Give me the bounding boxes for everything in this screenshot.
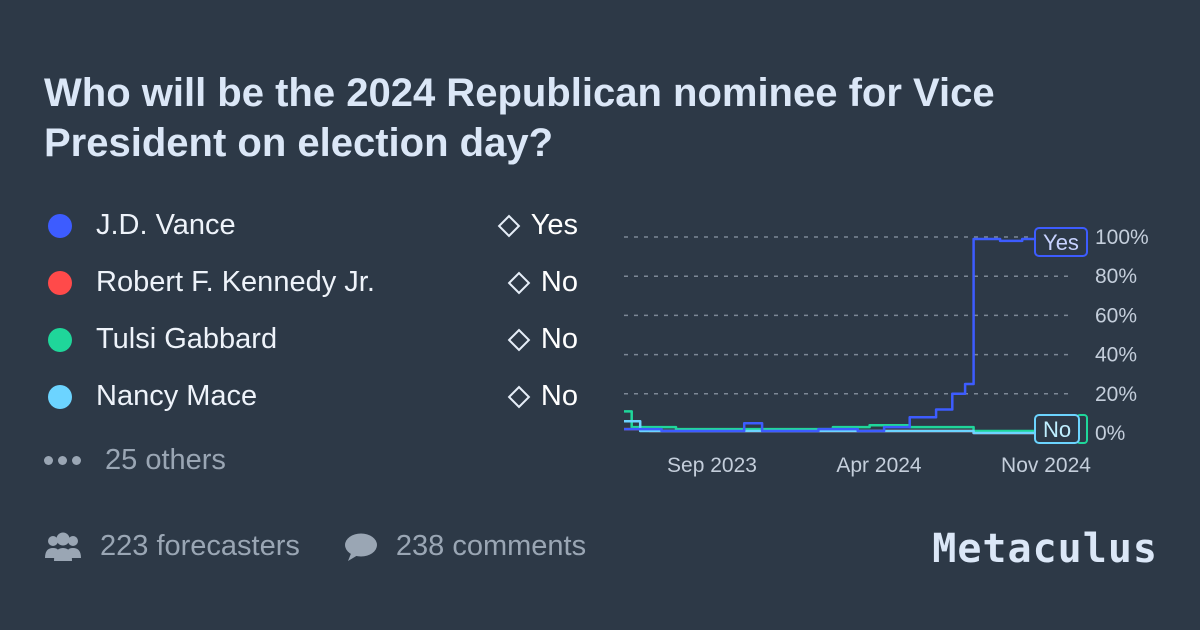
legend-item-mace[interactable]: Nancy Mace No — [44, 375, 584, 432]
diamond-icon — [507, 385, 531, 408]
option-result: No — [507, 380, 578, 413]
x-tick-label: Apr 2024 — [836, 454, 922, 477]
forecast-chart: 0% 20% 40% 60% 80% 100% Sep 2023 Apr 2024 Nov 20… — [624, 226, 1149, 477]
x-tick-label: Sep 2023 — [667, 454, 757, 477]
series-line-j-d-vance — [624, 237, 1072, 433]
page-title: Who will be the 2024 Republican nominee … — [44, 71, 995, 165]
diamond-icon — [507, 271, 531, 294]
comment-icon — [344, 533, 377, 561]
end-label-box — [1034, 227, 1088, 257]
y-tick-label: 20% — [1095, 383, 1137, 406]
option-result: Yes — [497, 209, 578, 242]
users-icon — [45, 532, 81, 561]
result-label: No — [540, 266, 578, 298]
series-line-nancy-mace — [624, 419, 1070, 435]
footer-stats: 223 forecasters 238 comments — [44, 530, 630, 563]
series-color-dot — [48, 328, 72, 352]
result-label: No — [540, 380, 578, 412]
series-line-tulsi-gabbard — [624, 410, 1070, 433]
option-result: No — [507, 266, 578, 299]
y-tick-label: 60% — [1095, 304, 1137, 327]
end-label-no: No — [1043, 417, 1071, 442]
result-label: Yes — [530, 209, 578, 241]
option-name: Nancy Mace — [96, 380, 258, 412]
option-result: No — [507, 323, 578, 356]
x-tick-label: Nov 2024 — [1001, 454, 1091, 477]
legend-item-gabbard[interactable]: Tulsi Gabbard No — [44, 318, 584, 375]
diamond-icon — [497, 214, 521, 237]
ellipsis-icon — [44, 456, 81, 465]
comments-count[interactable]: 238 comments — [344, 530, 586, 563]
y-tick-label: 80% — [1095, 265, 1137, 288]
series-color-dot — [48, 271, 72, 295]
end-label-box — [1034, 414, 1080, 444]
comments-label: 238 comments — [395, 530, 587, 562]
y-tick-label: 100% — [1095, 226, 1149, 249]
legend-item-vance[interactable]: J.D. Vance Yes — [44, 204, 584, 261]
forecasters-label: 223 forecasters — [100, 530, 300, 562]
end-label-yes: Yes — [1043, 230, 1079, 255]
legend-item-kennedy[interactable]: Robert F. Kennedy Jr. No — [44, 261, 584, 318]
option-name: Robert F. Kennedy Jr. — [96, 266, 375, 298]
metaculus-logo: Metaculus — [932, 526, 1158, 572]
others-label: 25 others — [105, 444, 226, 476]
forecasters-count: 223 forecasters — [44, 530, 300, 563]
y-tick-label: 40% — [1095, 344, 1137, 367]
series-color-dot — [48, 385, 72, 409]
diamond-icon — [507, 328, 531, 351]
series-color-dot — [48, 214, 72, 238]
option-legend: J.D. Vance Yes Robert F. Kennedy Jr. No … — [44, 204, 584, 432]
y-tick-label: 0% — [1095, 422, 1125, 445]
option-name: J.D. Vance — [96, 209, 236, 241]
option-name: Tulsi Gabbard — [96, 323, 278, 355]
result-label: No — [540, 323, 578, 355]
others-link[interactable]: 25 others — [44, 444, 226, 477]
